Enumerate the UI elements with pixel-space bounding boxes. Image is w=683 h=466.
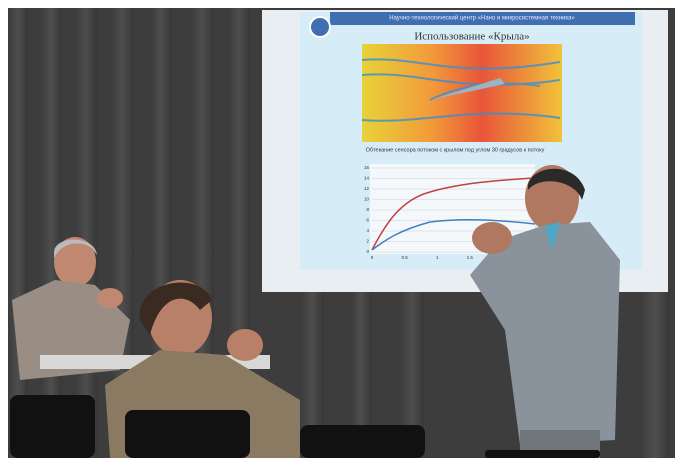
slide-title: Использование «Крыла»	[414, 31, 529, 43]
curve-blue	[371, 219, 536, 251]
x-tick-label: 1.5	[467, 255, 474, 260]
y-tick-label: 8	[366, 207, 369, 212]
wing	[430, 78, 505, 100]
chairs	[10, 395, 600, 458]
slide-header: Научно-технологический центр «Нано и мик…	[389, 15, 575, 22]
y-tick-label: 12	[364, 186, 370, 191]
x-tick-label: 0	[371, 255, 374, 260]
x-tick-label: 0.5	[401, 255, 408, 260]
y-tick-label: 6	[366, 218, 369, 223]
y-tick-label: 14	[364, 176, 370, 181]
curve-red	[371, 177, 536, 251]
logo	[309, 16, 331, 38]
x-tick-label: 1	[436, 255, 439, 260]
slide-header-bar	[330, 12, 635, 25]
slide-caption: Обтекание сенсора потоком с крылом под у…	[366, 147, 545, 153]
y-tick-label: 4	[366, 228, 369, 233]
y-tick-label: 16	[364, 165, 370, 170]
y-tick-label: 10	[364, 197, 370, 202]
y-tick-label: 2	[366, 239, 369, 244]
y-tick-label: 0	[366, 249, 369, 254]
